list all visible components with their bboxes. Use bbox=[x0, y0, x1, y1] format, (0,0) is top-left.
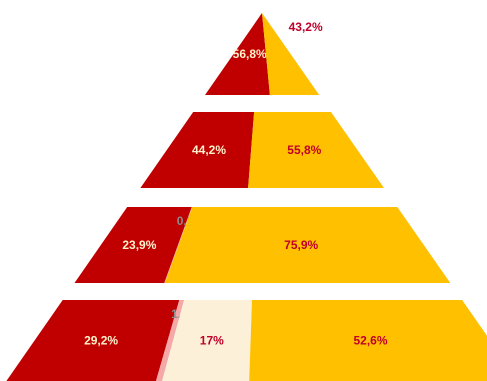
tier-4-segment-3-label: 17% bbox=[200, 334, 224, 348]
tier-1-segment-1-label: 56,8% bbox=[233, 47, 267, 61]
tier-3-segment-3-label: 75,9% bbox=[284, 238, 318, 252]
tier-4-segment-1 bbox=[6, 300, 180, 381]
tier-2-segment-1 bbox=[140, 112, 255, 188]
tier-3-segment-2 bbox=[164, 207, 193, 283]
tier-4-segment-4 bbox=[249, 300, 487, 381]
pyramid-tier-3: 23,9%0,2%75,9% bbox=[74, 207, 451, 283]
tier-2-segment-1-label: 44,2% bbox=[192, 143, 226, 157]
pyramid-tier-2: 44,2% 55,8% bbox=[140, 112, 384, 188]
tier-4-segment-3 bbox=[162, 300, 252, 381]
pyramid-tier-4: 29,2%1,2%17%52,6% bbox=[6, 300, 487, 381]
pyramid-tier-1: 56,8% 43,2% bbox=[205, 13, 323, 95]
tier-3-segment-1-label: 23,9% bbox=[122, 238, 156, 252]
tier-4-segment-1-label: 29,2% bbox=[84, 334, 118, 348]
tier-1-segment-2 bbox=[262, 13, 320, 95]
tier-3-segment-1 bbox=[74, 207, 192, 283]
tier-3-segment-3 bbox=[165, 207, 451, 283]
tier-4-segment-4-label: 52,6% bbox=[353, 334, 387, 348]
tier-1-segment-1 bbox=[205, 13, 270, 95]
tier-2-segment-2 bbox=[248, 112, 384, 188]
tier-2-segment-2-label: 55,8% bbox=[287, 143, 321, 157]
tier-1-segment-2-label: 43,2% bbox=[289, 20, 323, 34]
tier-4-segment-2 bbox=[156, 300, 185, 381]
